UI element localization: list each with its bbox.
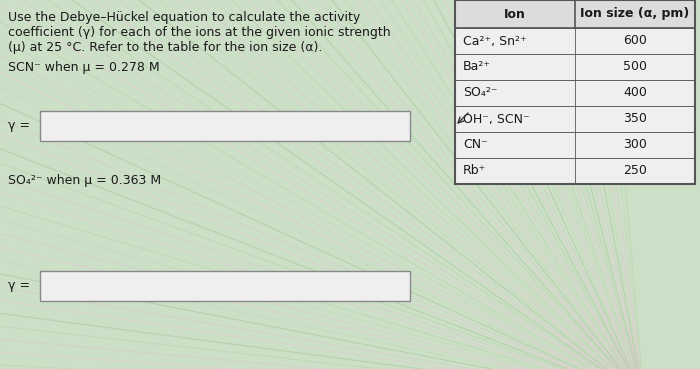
Bar	[455, 106, 695, 132]
Text: SCN⁻ when μ = 0.278 M: SCN⁻ when μ = 0.278 M	[8, 61, 160, 74]
Bar	[455, 28, 695, 54]
Text: Use the Debye–Hückel equation to calculate the activity: Use the Debye–Hückel equation to calcula…	[8, 11, 360, 24]
Text: CN⁻: CN⁻	[463, 138, 488, 152]
Text: 500: 500	[623, 61, 647, 73]
Text: γ =: γ =	[8, 279, 30, 293]
Bar	[40, 271, 410, 301]
Bar	[455, 0, 695, 28]
Text: SO₄²⁻: SO₄²⁻	[463, 86, 498, 100]
Text: 600: 600	[623, 34, 647, 48]
Bar	[455, 54, 695, 80]
Bar	[455, 158, 695, 184]
Text: Rb⁺: Rb⁺	[463, 165, 486, 177]
Text: γ =: γ =	[8, 120, 30, 132]
Bar	[455, 0, 695, 184]
Text: Ion size (α, pm): Ion size (α, pm)	[580, 7, 690, 21]
Bar	[40, 111, 410, 141]
Text: 400: 400	[623, 86, 647, 100]
Text: coefficient (γ) for each of the ions at the given ionic strength: coefficient (γ) for each of the ions at …	[8, 26, 391, 39]
Bar	[455, 80, 695, 106]
Text: Ba²⁺: Ba²⁺	[463, 61, 491, 73]
Text: 300: 300	[623, 138, 647, 152]
Text: SO₄²⁻ when μ = 0.363 M: SO₄²⁻ when μ = 0.363 M	[8, 174, 161, 187]
Text: 350: 350	[623, 113, 647, 125]
Text: 250: 250	[623, 165, 647, 177]
Bar	[455, 132, 695, 158]
Text: OH⁻, SCN⁻: OH⁻, SCN⁻	[463, 113, 530, 125]
Bar	[455, 0, 695, 184]
Text: Ion: Ion	[504, 7, 526, 21]
Text: Ca²⁺, Sn²⁺: Ca²⁺, Sn²⁺	[463, 34, 526, 48]
Text: (μ) at 25 °C. Refer to the table for the ion size (α).: (μ) at 25 °C. Refer to the table for the…	[8, 41, 323, 54]
